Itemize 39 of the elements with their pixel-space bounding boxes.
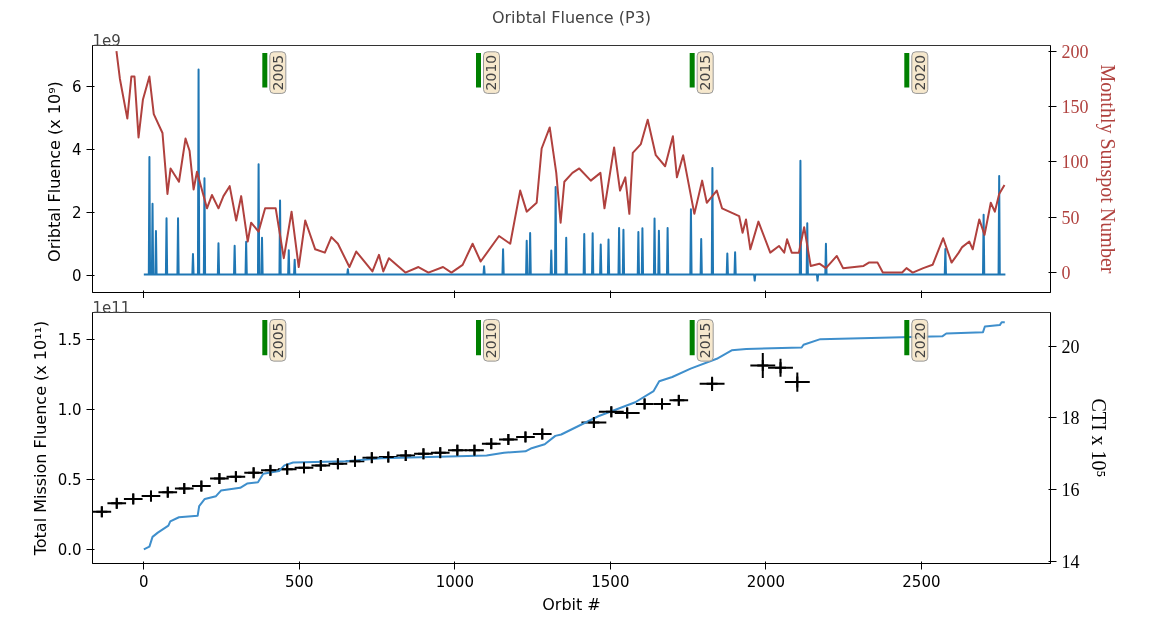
annotation: 2020 [911,54,928,91]
y2-tick-label: 200 [1061,41,1089,62]
y-tick-label: 0.5 [57,471,82,490]
x-tick-label: 0 [139,572,149,591]
annotation: 2005 [269,54,286,91]
annotation: 1e9 [92,31,121,50]
y-tick-label: 6 [71,78,82,97]
annotation: 2010 [483,54,500,91]
annotation: 2020 [911,322,928,359]
y2-tick-label: 20 [1061,336,1080,357]
y2-axis-title: CTI x 10⁵ [1087,398,1110,478]
y2-tick-label: 50 [1061,207,1080,228]
y-axis-title: Oribtal Fluence (x 10⁹) [44,81,64,262]
x-tick-label: 500 [285,572,314,591]
y2-tick-label: 14 [1061,551,1080,572]
y-tick-label: 4 [71,141,82,160]
x-tick-label: 1000 [435,572,474,591]
y2-axis-title: Monthly Sunspot Number [1095,64,1119,274]
annotation: 2015 [697,54,714,91]
y-tick-label: 2 [71,204,82,223]
x-tick-label: 2000 [746,572,785,591]
y2-tick-label: 18 [1061,408,1080,429]
annotation: 2015 [697,322,714,359]
y-tick-label: 0 [71,267,82,286]
annotation: 2005 [269,322,286,359]
y-tick-label: 1.0 [57,401,82,420]
x-tick-label: 1500 [591,572,630,591]
x-axis-title: Orbit # [542,594,601,614]
y-tick-label: 1.5 [57,331,82,350]
y2-tick-label: 100 [1061,152,1089,173]
y2-tick-label: 16 [1061,480,1080,501]
y-tick-label: 0.0 [57,541,82,560]
annotation: 2010 [483,322,500,359]
y2-tick-label: 0 [1061,263,1071,284]
annotation: 1e11 [92,298,131,317]
chart-title: Oribtal Fluence (P3) [491,7,652,27]
y-axis-title: Total Mission Fluence (x 10¹¹) [30,320,50,557]
x-tick-label: 2500 [902,572,941,591]
y2-tick-label: 150 [1061,96,1089,117]
